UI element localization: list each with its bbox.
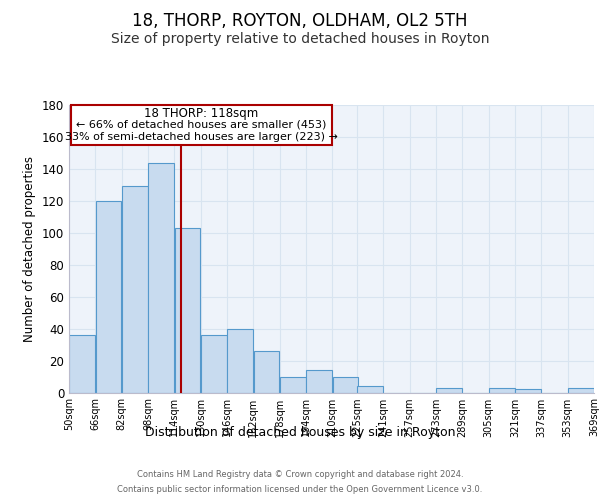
Bar bbox=[332, 376, 358, 392]
Bar bbox=[568, 388, 594, 392]
Text: Size of property relative to detached houses in Royton: Size of property relative to detached ho… bbox=[111, 32, 489, 46]
Bar bbox=[201, 335, 227, 392]
Bar bbox=[436, 388, 462, 392]
Bar bbox=[280, 376, 306, 392]
Text: 18 THORP: 118sqm: 18 THORP: 118sqm bbox=[145, 106, 259, 120]
Y-axis label: Number of detached properties: Number of detached properties bbox=[23, 156, 36, 342]
Text: ← 66% of detached houses are smaller (453): ← 66% of detached houses are smaller (45… bbox=[76, 120, 326, 130]
Text: 18, THORP, ROYTON, OLDHAM, OL2 5TH: 18, THORP, ROYTON, OLDHAM, OL2 5TH bbox=[132, 12, 468, 30]
Bar bbox=[227, 328, 253, 392]
Bar bbox=[515, 390, 541, 392]
Bar bbox=[489, 388, 515, 392]
Bar bbox=[175, 228, 200, 392]
FancyBboxPatch shape bbox=[71, 105, 332, 145]
Text: Distribution of detached houses by size in Royton: Distribution of detached houses by size … bbox=[145, 426, 455, 439]
Bar bbox=[254, 351, 280, 393]
Bar bbox=[95, 201, 121, 392]
Text: Contains HM Land Registry data © Crown copyright and database right 2024.: Contains HM Land Registry data © Crown c… bbox=[137, 470, 463, 479]
Text: 33% of semi-detached houses are larger (223) →: 33% of semi-detached houses are larger (… bbox=[65, 132, 338, 142]
Bar bbox=[306, 370, 332, 392]
Bar bbox=[148, 162, 174, 392]
Bar bbox=[69, 335, 95, 392]
Text: Contains public sector information licensed under the Open Government Licence v3: Contains public sector information licen… bbox=[118, 485, 482, 494]
Bar bbox=[357, 386, 383, 392]
Bar bbox=[122, 186, 148, 392]
